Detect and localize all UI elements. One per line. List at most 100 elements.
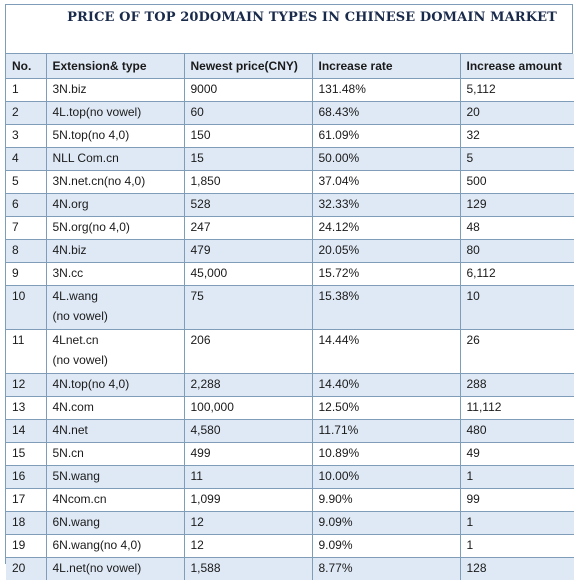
cell-extension-type: 3N.cc: [46, 263, 184, 286]
cell-increase-amount: 11,112: [460, 397, 574, 420]
cell-extension-type: 4Ncom.cn: [46, 489, 184, 512]
cell-increase-rate: 15.72%: [312, 263, 460, 286]
cell-extension-type: 6N.wang(no 4,0): [46, 535, 184, 558]
cell-newest-price: 2,288: [184, 374, 312, 397]
table-title: PRICE OF TOP 20DOMAIN TYPES IN CHINESE D…: [67, 10, 557, 25]
cell-newest-price: 1,850: [184, 171, 312, 194]
cell-no: 7: [6, 217, 46, 240]
cell-newest-price: 247: [184, 217, 312, 240]
table-title-box: PRICE OF TOP 20DOMAIN TYPES IN CHINESE D…: [6, 5, 572, 54]
cell-increase-rate: 14.44%: [312, 330, 460, 374]
cell-no: 14: [6, 420, 46, 443]
cell-increase-amount: 129: [460, 194, 574, 217]
cell-no: 18: [6, 512, 46, 535]
cell-increase-rate: 61.09%: [312, 125, 460, 148]
cell-increase-amount: 288: [460, 374, 574, 397]
cell-newest-price: 11: [184, 466, 312, 489]
header-no: No.: [6, 54, 46, 79]
cell-increase-amount: 48: [460, 217, 574, 240]
cell-increase-rate: 9.09%: [312, 512, 460, 535]
cell-increase-amount: 20: [460, 102, 574, 125]
cell-no: 10: [6, 286, 46, 330]
cell-newest-price: 15: [184, 148, 312, 171]
cell-increase-amount: 500: [460, 171, 574, 194]
cell-increase-amount: 49: [460, 443, 574, 466]
cell-no: 16: [6, 466, 46, 489]
cell-increase-amount: 99: [460, 489, 574, 512]
cell-extension-type: 6N.wang: [46, 512, 184, 535]
cell-no: 6: [6, 194, 46, 217]
cell-extension-type: 5N.wang: [46, 466, 184, 489]
cell-newest-price: 1,099: [184, 489, 312, 512]
cell-no: 15: [6, 443, 46, 466]
header-newest-price: Newest price(CNY): [184, 54, 312, 79]
cell-increase-rate: 20.05%: [312, 240, 460, 263]
cell-no: 8: [6, 240, 46, 263]
cell-increase-amount: 5: [460, 148, 574, 171]
cell-increase-rate: 12.50%: [312, 397, 460, 420]
cell-newest-price: 60: [184, 102, 312, 125]
cell-extension-type: 5N.org(no 4,0): [46, 217, 184, 240]
cell-increase-rate: 9.90%: [312, 489, 460, 512]
cell-no: 20: [6, 558, 46, 580]
cell-extension-type: NLL Com.cn: [46, 148, 184, 171]
cell-newest-price: 45,000: [184, 263, 312, 286]
cell-no: 5: [6, 171, 46, 194]
cell-increase-rate: 50.00%: [312, 148, 460, 171]
table-header-row: No. Extension& type Newest price(CNY) In…: [6, 54, 574, 79]
cell-newest-price: 479: [184, 240, 312, 263]
cell-newest-price: 9000: [184, 79, 312, 102]
cell-newest-price: 528: [184, 194, 312, 217]
header-increase-amount: Increase amount: [460, 54, 574, 79]
cell-increase-rate: 15.38%: [312, 286, 460, 330]
header-extension-type: Extension& type: [46, 54, 184, 79]
cell-no: 3: [6, 125, 46, 148]
cell-extension-type: 4N.org: [46, 194, 184, 217]
cell-extension-type: 4L.net(no vowel): [46, 558, 184, 580]
cell-extension-type: 4N.com: [46, 397, 184, 420]
extension-line-2: (no vowel): [53, 306, 184, 326]
cell-extension-type: 4Lnet.cn(no vowel): [46, 330, 184, 374]
cell-increase-amount: 128: [460, 558, 574, 580]
cell-increase-rate: 68.43%: [312, 102, 460, 125]
cell-increase-rate: 9.09%: [312, 535, 460, 558]
cell-increase-amount: 6,112: [460, 263, 574, 286]
cell-increase-amount: 10: [460, 286, 574, 330]
cell-no: 17: [6, 489, 46, 512]
cell-newest-price: 100,000: [184, 397, 312, 420]
cell-no: 4: [6, 148, 46, 171]
cell-increase-amount: 480: [460, 420, 574, 443]
cell-extension-type: 5N.cn: [46, 443, 184, 466]
cell-no: 2: [6, 102, 46, 125]
cell-increase-amount: 80: [460, 240, 574, 263]
cell-increase-rate: 24.12%: [312, 217, 460, 240]
domain-price-table-panel: PRICE OF TOP 20DOMAIN TYPES IN CHINESE D…: [5, 4, 573, 564]
cell-extension-type: 4L.wang(no vowel): [46, 286, 184, 330]
cell-newest-price: 12: [184, 535, 312, 558]
cell-extension-type: 5N.top(no 4,0): [46, 125, 184, 148]
cell-newest-price: 4,580: [184, 420, 312, 443]
cell-no: 19: [6, 535, 46, 558]
cell-no: 11: [6, 330, 46, 374]
cell-increase-rate: 131.48%: [312, 79, 460, 102]
cell-no: 1: [6, 79, 46, 102]
cell-newest-price: 150: [184, 125, 312, 148]
cell-no: 9: [6, 263, 46, 286]
header-increase-rate: Increase rate: [312, 54, 460, 79]
